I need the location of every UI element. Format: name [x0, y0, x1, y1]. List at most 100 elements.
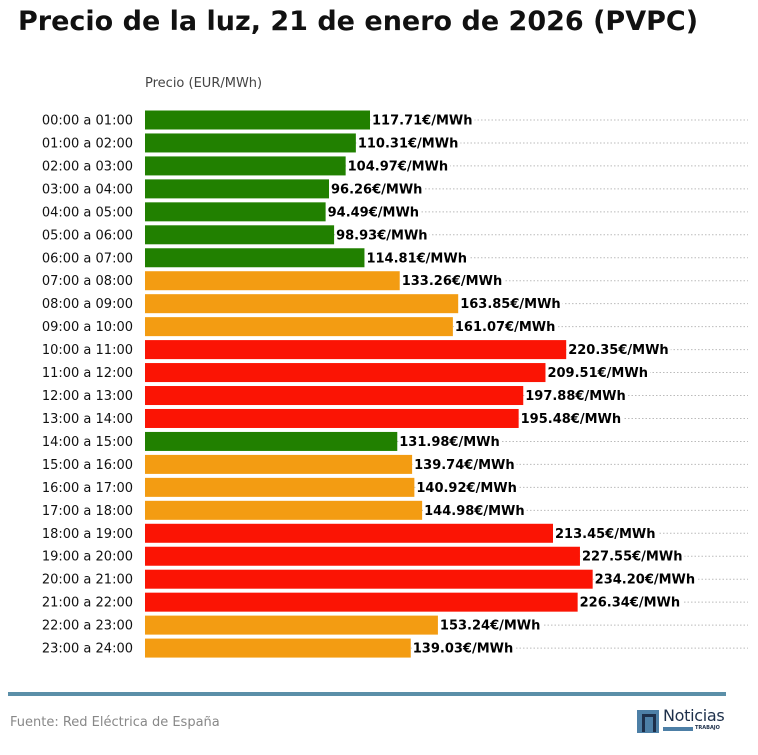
data-label: 161.07€/MWh: [455, 320, 556, 335]
bar: [145, 202, 326, 222]
bar: [145, 615, 438, 635]
data-label-bg: [365, 250, 469, 265]
bar: [145, 477, 415, 497]
data-label: 131.98€/MWh: [399, 435, 500, 450]
noticias-trabajo-logo: Noticias TRABAJO: [637, 706, 729, 735]
category-tick-label: 13:00 a 14:00: [42, 412, 133, 427]
data-label-bg: [400, 273, 505, 288]
category-tick-label: 15:00 a 16:00: [42, 458, 133, 473]
logo-bar: [663, 727, 693, 731]
logo-sub: TRABAJO: [695, 725, 720, 731]
data-label-bg: [524, 388, 628, 403]
data-label: 226.34€/MWh: [580, 596, 681, 611]
data-label-bg: [326, 204, 422, 219]
category-tick-label: 14:00 a 15:00: [42, 435, 133, 450]
chart-title: Precio de la luz, 21 de enero de 2026 (P…: [18, 6, 699, 37]
bar: [145, 363, 546, 383]
bar: [145, 340, 567, 360]
category-tick-label: 17:00 a 18:00: [42, 504, 133, 519]
data-label: 213.45€/MWh: [555, 527, 656, 542]
bar: [145, 569, 593, 589]
data-label: 104.97€/MWh: [348, 159, 449, 174]
data-label-bg: [329, 181, 425, 196]
data-label-bg: [438, 618, 543, 633]
bar: [145, 248, 365, 268]
data-label-bg: [578, 595, 683, 610]
category-tick-label: 02:00 a 03:00: [42, 159, 133, 174]
category-tick-label: 01:00 a 02:00: [42, 136, 133, 151]
bar: [145, 179, 329, 199]
data-label: 144.98€/MWh: [424, 504, 525, 519]
bar: [145, 225, 335, 245]
bar: [145, 133, 356, 153]
data-label-bg: [453, 319, 558, 334]
category-tick-label: 07:00 a 08:00: [42, 274, 133, 289]
data-label: 234.20€/MWh: [595, 573, 696, 588]
data-label-bg: [567, 342, 671, 357]
bar: [145, 271, 400, 291]
bar: [145, 294, 459, 314]
data-label-bg: [346, 158, 451, 173]
category-tick-label: 12:00 a 13:00: [42, 389, 133, 404]
data-label: 227.55€/MWh: [582, 550, 683, 565]
bar: [145, 500, 423, 520]
data-label-bg: [519, 411, 624, 426]
bar: [145, 431, 398, 451]
category-tick-label: 22:00 a 23:00: [42, 619, 133, 634]
category-tick-label: 10:00 a 11:00: [42, 343, 133, 358]
bar: [145, 110, 370, 130]
data-label: 195.48€/MWh: [521, 412, 622, 427]
bar: [145, 408, 519, 428]
data-label-bg: [356, 135, 461, 150]
bar: [145, 592, 578, 612]
data-label: 139.03€/MWh: [413, 642, 514, 657]
logo-mark-icon: [637, 710, 659, 733]
data-label-bg: [546, 365, 650, 380]
data-label: 117.71€/MWh: [372, 114, 473, 129]
data-label: 98.93€/MWh: [336, 228, 427, 243]
data-label: 96.26€/MWh: [331, 182, 422, 197]
logo-word: Noticias: [663, 706, 725, 725]
category-tick-label: 23:00 a 24:00: [42, 642, 133, 657]
category-tick-label: 04:00 a 05:00: [42, 205, 133, 220]
bar: [145, 156, 346, 176]
category-tick-label: 06:00 a 07:00: [42, 251, 133, 266]
data-label-bg: [459, 296, 563, 311]
category-tick-label: 20:00 a 21:00: [42, 573, 133, 588]
axis-label: Precio (EUR/MWh): [145, 76, 262, 91]
data-label: 139.74€/MWh: [414, 458, 515, 473]
data-label: 220.35€/MWh: [568, 343, 669, 358]
data-label: 197.88€/MWh: [525, 389, 626, 404]
data-label: 114.81€/MWh: [366, 251, 467, 266]
category-tick-label: 18:00 a 19:00: [42, 527, 133, 542]
category-tick-label: 00:00 a 01:00: [42, 114, 133, 129]
data-label-bg: [413, 457, 517, 472]
source-note: Fuente: Red Eléctrica de España: [10, 715, 220, 730]
footer-rule: [8, 692, 726, 696]
data-label: 209.51€/MWh: [547, 366, 648, 381]
bar: [145, 317, 453, 337]
data-label-bg: [335, 227, 430, 242]
category-tick-label: 08:00 a 09:00: [42, 297, 133, 312]
data-label: 133.26€/MWh: [402, 274, 503, 289]
bar-chart: Precio (EUR/MWh) 117.71€/MWh 00:00 a 01:0…: [42, 76, 748, 658]
bar: [145, 638, 411, 658]
data-label-bg: [415, 480, 519, 495]
data-label: 153.24€/MWh: [440, 619, 541, 634]
data-label: 140.92€/MWh: [416, 481, 516, 496]
data-label: 163.85€/MWh: [460, 297, 561, 312]
data-label-bg: [554, 526, 658, 541]
data-label-bg: [580, 549, 685, 564]
category-tick-label: 11:00 a 12:00: [42, 366, 133, 381]
bar: [145, 386, 524, 406]
bar: [145, 546, 580, 566]
data-label-bg: [398, 434, 502, 449]
data-label-bg: [411, 641, 516, 656]
category-tick-label: 09:00 a 10:00: [42, 320, 133, 335]
data-label-bg: [371, 113, 475, 127]
data-label-bg: [593, 572, 698, 587]
data-label-bg: [423, 503, 527, 518]
category-tick-label: 03:00 a 04:00: [42, 182, 133, 197]
category-tick-label: 21:00 a 22:00: [42, 596, 133, 611]
data-label: 94.49€/MWh: [328, 205, 419, 220]
